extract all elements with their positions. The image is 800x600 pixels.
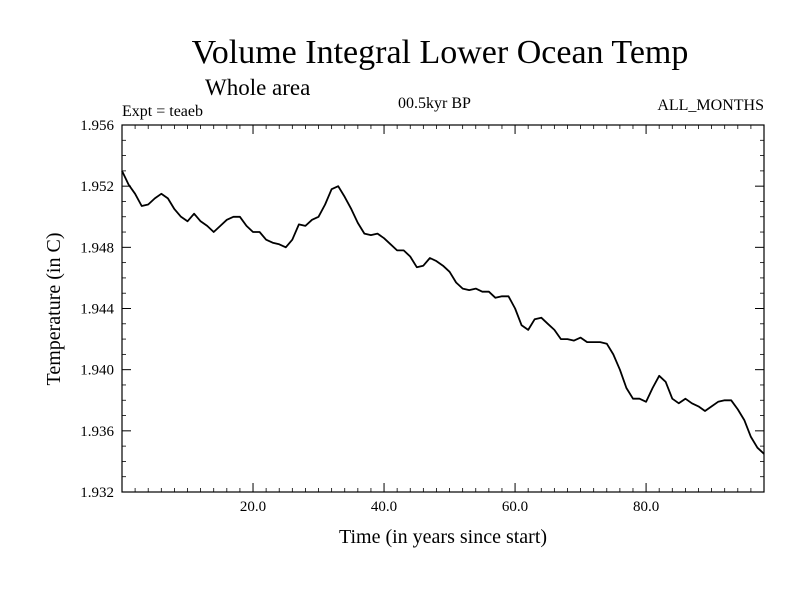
series-line-temperature	[121, 170, 765, 455]
y-tick-label: 1.932	[80, 485, 114, 501]
minor-ticks	[122, 125, 764, 492]
x-axis-ticks: 20.0 40.0 60.0 80.0	[240, 125, 659, 515]
y-tick-label: 1.956	[80, 118, 114, 134]
y-tick-label: 1.948	[80, 240, 114, 256]
x-tick-label: 40.0	[371, 499, 397, 515]
period-label: 00.5kyr BP	[398, 95, 471, 112]
x-tick-label: 80.0	[633, 499, 659, 515]
plot-frame	[121, 124, 765, 493]
chart-title: Volume Integral Lower Ocean Temp	[192, 34, 689, 71]
y-axis-label: Temperature (in C)	[43, 233, 65, 386]
y-tick-label: 1.936	[80, 424, 114, 440]
y-tick-label: 1.940	[80, 363, 114, 379]
expt-label: Expt = teaeb	[122, 103, 203, 120]
y-axis-ticks: 1.932 1.936 1.940 1.944 1.948 1.952 1.956	[80, 118, 764, 501]
x-axis-label: Time (in years since start)	[339, 526, 547, 548]
chart-subtitle: Whole area	[205, 75, 310, 100]
months-label: ALL_MONTHS	[657, 97, 764, 114]
y-tick-label: 1.952	[80, 179, 114, 195]
x-tick-label: 60.0	[502, 499, 528, 515]
y-tick-label: 1.944	[80, 302, 114, 318]
x-tick-label: 20.0	[240, 499, 266, 515]
